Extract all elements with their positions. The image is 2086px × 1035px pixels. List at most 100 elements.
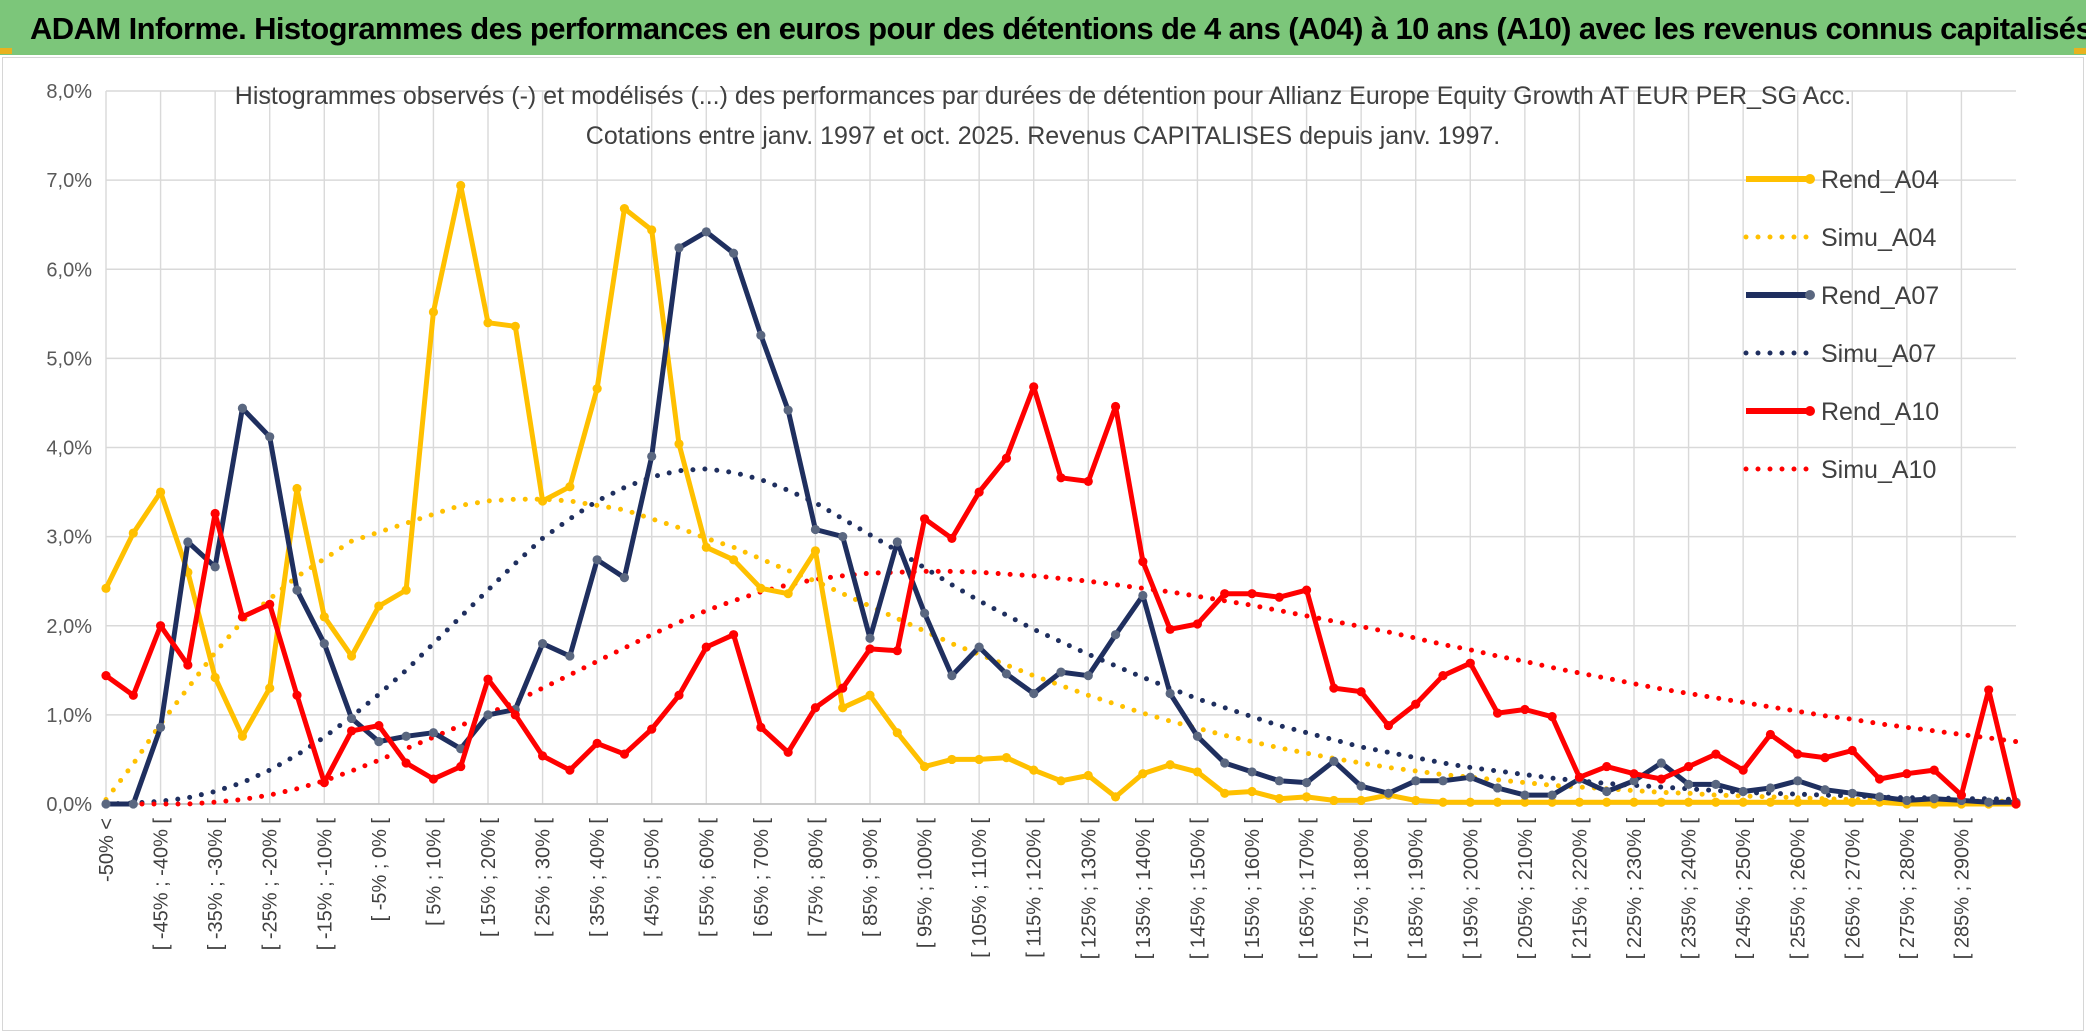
- data-point-rend-a10: [1820, 753, 1830, 763]
- data-point-rend-a07: [237, 403, 248, 413]
- data-point-rend-a10: [1738, 765, 1748, 775]
- legend-label-rend-a10: Rend_A10: [1821, 398, 1939, 426]
- data-point-rend-a07: [1029, 688, 1039, 699]
- data-point-rend-a07: [674, 243, 684, 253]
- data-point-rend-a04: [537, 496, 548, 506]
- x-tick-label: [ -35% ; -30% [: [205, 818, 227, 951]
- x-tick-label: [ 105% ; 110% [: [969, 818, 991, 958]
- data-point-rend-a07: [810, 524, 821, 535]
- data-point-rend-a04: [1492, 797, 1503, 807]
- data-point-rend-a07: [619, 573, 630, 583]
- data-point-rend-a07: [1711, 779, 1721, 789]
- data-point-rend-a04: [1602, 797, 1612, 807]
- data-point-rend-a04: [401, 585, 411, 595]
- data-point-rend-a07: [374, 737, 384, 747]
- data-point-rend-a07: [1438, 776, 1448, 786]
- data-point-rend-a04: [1138, 769, 1148, 779]
- data-point-rend-a04: [783, 589, 793, 599]
- data-point-rend-a07: [1083, 671, 1093, 681]
- data-point-rend-a07: [1683, 779, 1694, 789]
- x-tick-label: [ 285% ; 290% [: [1951, 818, 1973, 960]
- data-point-rend-a10: [428, 774, 439, 784]
- data-point-rend-a04: [1165, 760, 1175, 770]
- data-point-rend-a07: [183, 537, 193, 547]
- data-point-rend-a10: [1465, 658, 1475, 668]
- data-point-rend-a04: [1192, 767, 1203, 777]
- data-point-rend-a10: [1956, 790, 1967, 800]
- data-point-rend-a10: [1138, 556, 1148, 567]
- data-point-rend-a07: [838, 532, 848, 542]
- legend-label-rend-a04: Rend_A04: [1821, 166, 1939, 194]
- data-point-rend-a07: [1411, 776, 1421, 786]
- data-point-rend-a04: [265, 683, 275, 693]
- data-point-rend-a10: [1083, 476, 1093, 486]
- x-tick-label: [ 185% ; 190% [: [1406, 818, 1428, 960]
- legend-marker-rend-a04: [1805, 174, 1815, 184]
- data-point-rend-a07: [1765, 783, 1776, 793]
- data-point-rend-a07: [210, 562, 220, 572]
- data-point-rend-a10: [183, 660, 193, 670]
- data-point-rend-a10: [374, 720, 384, 731]
- data-point-rend-a07: [647, 451, 657, 462]
- data-point-rend-a10: [1411, 699, 1421, 709]
- data-point-rend-a10: [155, 621, 166, 631]
- data-point-rend-a07: [1738, 786, 1748, 797]
- data-point-rend-a10: [237, 612, 248, 622]
- data-point-rend-a10: [1356, 687, 1366, 697]
- data-point-rend-a04: [974, 754, 984, 765]
- data-point-rend-a04: [346, 651, 357, 661]
- data-point-rend-a10: [892, 646, 902, 656]
- data-point-rend-a04: [1765, 797, 1776, 807]
- data-point-rend-a04: [919, 761, 930, 772]
- series-group: [101, 180, 2021, 809]
- data-point-rend-a07: [1329, 756, 1339, 766]
- data-point-rend-a10: [1001, 453, 1012, 463]
- data-point-rend-a10: [619, 749, 630, 759]
- data-point-rend-a07: [401, 731, 411, 741]
- data-point-rend-a07: [1547, 790, 1557, 800]
- x-tick-label: [ 135% ; 140% [: [1133, 818, 1155, 960]
- data-point-rend-a10: [101, 671, 111, 681]
- series-line-rend-a07: [106, 229, 2016, 807]
- data-point-rend-a07: [1492, 783, 1503, 793]
- data-point-rend-a10: [456, 761, 466, 772]
- data-point-rend-a04: [128, 528, 138, 538]
- data-point-rend-a07: [265, 432, 275, 442]
- data-point-rend-a07: [1165, 688, 1175, 699]
- data-point-rend-a07: [1629, 776, 1639, 786]
- data-point-rend-a07: [701, 227, 711, 237]
- data-point-rend-a04: [810, 546, 821, 556]
- data-point-rend-a04: [1274, 794, 1284, 804]
- data-point-rend-a07: [783, 405, 793, 415]
- data-point-rend-a07: [1220, 758, 1230, 768]
- x-tick-label: [ 75% ; 80% [: [805, 818, 827, 937]
- data-point-rend-a07: [1001, 669, 1012, 679]
- data-point-rend-a04: [1629, 797, 1639, 807]
- data-point-rend-a10: [128, 690, 138, 700]
- data-point-rend-a07: [1820, 785, 1830, 795]
- series-line-simu-a04: [103, 496, 2019, 804]
- x-tick-label: [ 35% ; 40% [: [587, 818, 609, 937]
- data-point-rend-a10: [1683, 761, 1694, 772]
- data-point-rend-a10: [1383, 720, 1394, 731]
- data-point-rend-a07: [1056, 667, 1066, 677]
- data-point-rend-a10: [810, 703, 821, 713]
- x-tick-label: [ 165% ; 170% [: [1297, 818, 1319, 960]
- data-point-rend-a10: [1056, 473, 1066, 483]
- data-point-rend-a04: [1301, 792, 1312, 802]
- y-tick-label: 4,0%: [46, 438, 92, 460]
- data-point-rend-a04: [1001, 753, 1012, 763]
- data-point-rend-a10: [1547, 712, 1557, 722]
- data-point-rend-a07: [1301, 778, 1312, 788]
- x-tick-label: [ 225% ; 230% [: [1624, 818, 1646, 960]
- data-point-rend-a10: [1492, 708, 1503, 718]
- x-tick-label: [ 95% ; 100% [: [915, 818, 937, 949]
- data-point-rend-a04: [1438, 797, 1448, 807]
- x-tick-label: [ 125% ; 130% [: [1078, 818, 1100, 960]
- y-tick-label: 0,0%: [46, 794, 92, 816]
- x-tick-label: [ -45% ; -40% [: [151, 818, 173, 951]
- data-point-rend-a04: [1465, 797, 1475, 807]
- data-point-rend-a04: [1574, 797, 1585, 807]
- x-tick-label: [ 195% ; 200% [: [1460, 818, 1482, 960]
